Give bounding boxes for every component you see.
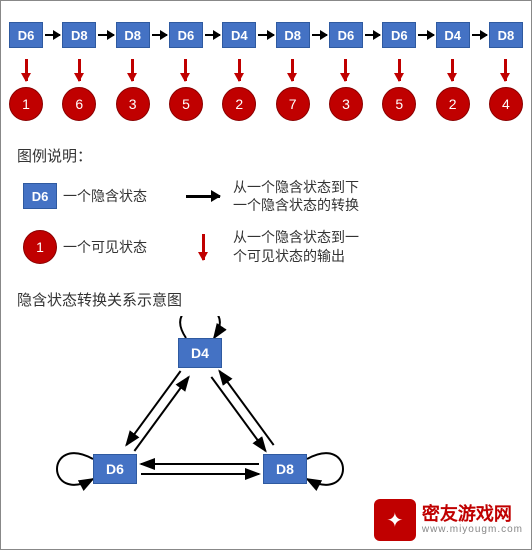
transition-arrow-icon xyxy=(365,34,380,36)
observed-chain-row: 1635273524 xyxy=(9,87,523,121)
legend-emission-arrow-icon xyxy=(202,234,205,260)
emission-arrow-icon xyxy=(9,59,43,81)
observed-state-circle: 6 xyxy=(62,87,96,121)
legend-title: 图例说明： xyxy=(17,145,531,166)
observed-state-circle: 7 xyxy=(276,87,310,121)
graph-edge-arrow-icon xyxy=(134,377,188,451)
site-watermark: ✦ 密友游戏网 www.miyougm.com xyxy=(374,499,523,541)
emission-arrow-icon xyxy=(489,59,523,81)
hidden-state-box: D8 xyxy=(276,22,310,48)
legend-row: 1 一个可见状态 从一个隐含状态到一个可见状态的输出 xyxy=(17,228,531,264)
hidden-state-box: D8 xyxy=(116,22,150,48)
legend-label: 一个隐含状态 xyxy=(63,186,173,206)
emission-arrow-icon xyxy=(222,59,256,81)
hidden-state-box: D6 xyxy=(169,22,203,48)
watermark-name: 密友游戏网 xyxy=(422,505,523,525)
hidden-state-box: D4 xyxy=(436,22,470,48)
watermark-url: www.miyougm.com xyxy=(422,524,523,535)
graph-self-loop-icon xyxy=(180,316,220,338)
emission-arrow-icon xyxy=(436,59,470,81)
graph-self-loop-icon xyxy=(57,453,93,485)
legend-obs-circle-icon: 1 xyxy=(23,230,57,264)
transition-graph: D4 D6 D8 xyxy=(35,316,365,516)
legend-label: 一个可见状态 xyxy=(63,237,173,257)
legend-row: D6 一个隐含状态 从一个隐含状态到下一个隐含状态的转换 xyxy=(17,178,531,214)
hidden-state-box: D8 xyxy=(489,22,523,48)
graph-node: D4 xyxy=(178,338,222,368)
graph-edge-arrow-icon xyxy=(126,371,180,445)
transition-arrow-icon xyxy=(98,34,113,36)
transition-arrow-icon xyxy=(472,34,487,36)
watermark-logo-icon: ✦ xyxy=(374,499,416,541)
observed-state-circle: 1 xyxy=(9,87,43,121)
observed-state-circle: 5 xyxy=(169,87,203,121)
hidden-chain-row: D6 D8 D8 D6 D4 D8 D6 D6 D4 D8 xyxy=(9,15,523,55)
emission-arrows-row xyxy=(9,59,523,81)
legend: D6 一个隐含状态 从一个隐含状态到下一个隐含状态的转换 1 一个可见状态 从一个隐含状态… xyxy=(17,178,531,265)
graph-self-loop-icon xyxy=(307,453,343,485)
observed-state-circle: 3 xyxy=(116,87,150,121)
legend-transition-arrow-icon xyxy=(186,195,220,198)
graph-node: D6 xyxy=(93,454,137,484)
observed-state-circle: 5 xyxy=(382,87,416,121)
hidden-state-box: D6 xyxy=(9,22,43,48)
emission-arrow-icon xyxy=(329,59,363,81)
graph-edge-arrow-icon xyxy=(211,377,265,451)
transition-arrow-icon xyxy=(418,34,433,36)
emission-arrow-icon xyxy=(62,59,96,81)
transition-arrow-icon xyxy=(258,34,273,36)
legend-hidden-box-icon: D6 xyxy=(23,183,57,209)
observed-state-circle: 4 xyxy=(489,87,523,121)
emission-arrow-icon xyxy=(276,59,310,81)
graph-edge-arrow-icon xyxy=(219,371,273,445)
graph-title: 隐含状态转换关系示意图 xyxy=(17,289,531,310)
transition-arrow-icon xyxy=(45,34,60,36)
observed-state-circle: 2 xyxy=(436,87,470,121)
hidden-state-box: D4 xyxy=(222,22,256,48)
emission-arrow-icon xyxy=(116,59,150,81)
emission-arrow-icon xyxy=(169,59,203,81)
hidden-state-box: D6 xyxy=(382,22,416,48)
legend-description: 从一个隐含状态到下一个隐含状态的转换 xyxy=(233,178,359,214)
observed-state-circle: 3 xyxy=(329,87,363,121)
hidden-state-box: D6 xyxy=(329,22,363,48)
transition-arrow-icon xyxy=(205,34,220,36)
hidden-state-box: D8 xyxy=(62,22,96,48)
observed-state-circle: 2 xyxy=(222,87,256,121)
graph-node: D8 xyxy=(263,454,307,484)
transition-arrow-icon xyxy=(312,34,327,36)
legend-description: 从一个隐含状态到一个可见状态的输出 xyxy=(233,228,359,264)
emission-arrow-icon xyxy=(382,59,416,81)
transition-arrow-icon xyxy=(152,34,167,36)
